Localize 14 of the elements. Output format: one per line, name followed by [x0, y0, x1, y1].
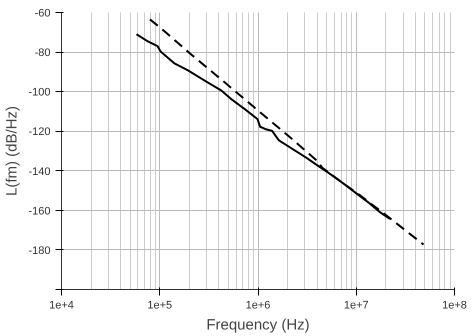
- y-tick-label: -80: [34, 47, 51, 60]
- y-tick-label: -120: [28, 126, 51, 138]
- x-tick-label: 1e+7: [344, 300, 369, 312]
- y-tick-label: -180: [28, 244, 51, 257]
- x-tick-label: 1e+5: [147, 300, 172, 312]
- x-axis-title: Frequency (Hz): [206, 316, 310, 334]
- y-axis-title: L(fm) (dB/Hz): [3, 106, 20, 196]
- y-tick-label: -60: [34, 8, 51, 20]
- x-tick-label: 1e+6: [246, 300, 270, 312]
- x-tick-label: 1e+8: [442, 300, 467, 312]
- y-tick-label: -160: [28, 205, 51, 218]
- y-tick-label: -100: [28, 86, 51, 99]
- x-tick-label: 1e+4: [49, 300, 74, 312]
- y-tick-label: -140: [28, 166, 51, 178]
